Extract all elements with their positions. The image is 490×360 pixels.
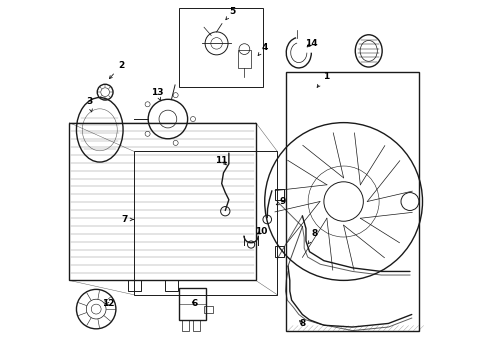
Bar bbox=[275, 189, 285, 200]
Bar bbox=[193, 320, 200, 330]
Bar bbox=[166, 280, 178, 291]
Text: 6: 6 bbox=[192, 299, 198, 308]
Bar bbox=[179, 8, 263, 87]
Bar bbox=[275, 246, 285, 257]
Bar bbox=[134, 151, 277, 295]
Text: 11: 11 bbox=[216, 156, 228, 165]
Bar bbox=[286, 72, 419, 330]
Text: 2: 2 bbox=[109, 61, 124, 78]
Text: 12: 12 bbox=[102, 299, 115, 308]
Text: 4: 4 bbox=[258, 43, 268, 55]
Text: 8: 8 bbox=[308, 229, 318, 244]
Bar bbox=[179, 288, 205, 320]
Text: 1: 1 bbox=[317, 72, 329, 87]
Bar bbox=[128, 280, 141, 291]
Text: 3: 3 bbox=[86, 96, 92, 112]
Text: 8: 8 bbox=[299, 319, 305, 328]
Bar bbox=[238, 50, 251, 68]
Text: 13: 13 bbox=[151, 87, 163, 100]
Text: 10: 10 bbox=[255, 228, 268, 237]
Text: 14: 14 bbox=[305, 39, 318, 48]
Text: 5: 5 bbox=[226, 7, 236, 20]
Bar bbox=[182, 320, 190, 330]
Text: 7: 7 bbox=[122, 215, 134, 224]
Bar bbox=[204, 306, 213, 313]
Bar bbox=[69, 123, 256, 280]
Text: 9: 9 bbox=[276, 197, 286, 206]
